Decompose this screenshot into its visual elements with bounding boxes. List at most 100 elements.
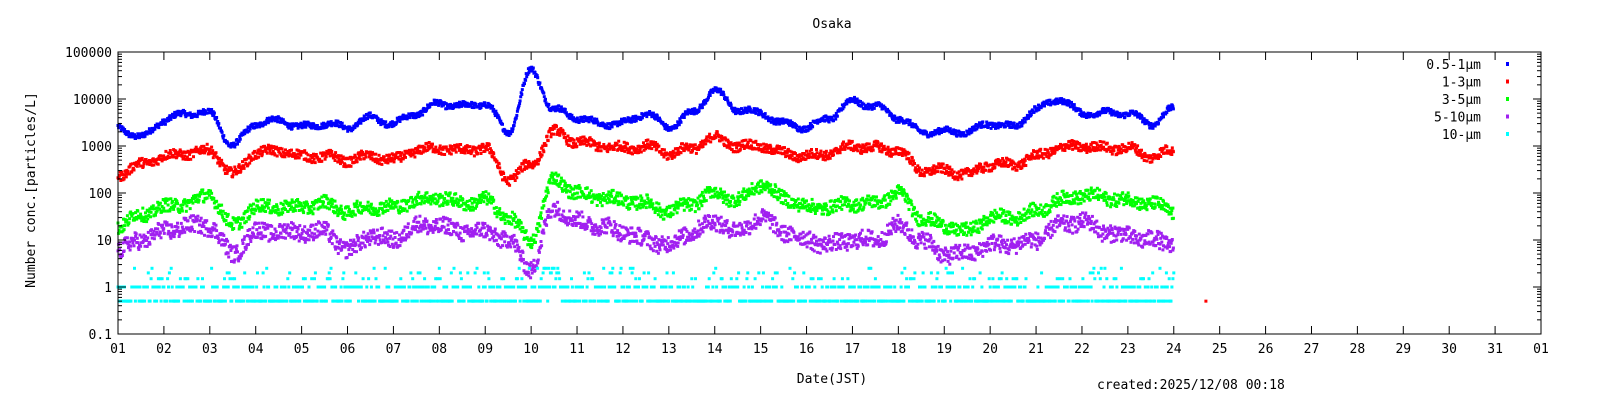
data-point [1134, 150, 1138, 154]
data-point [250, 211, 254, 215]
data-point [138, 157, 141, 161]
data-point [1143, 118, 1147, 122]
data-point [370, 212, 374, 216]
data-point [238, 222, 242, 226]
data-point [540, 88, 544, 92]
data-point [732, 205, 736, 209]
data-point [1098, 144, 1102, 148]
data-point [552, 126, 556, 130]
data-point [1171, 105, 1175, 109]
data-point [461, 198, 465, 201]
data-point [307, 205, 311, 209]
data-point [130, 135, 134, 139]
data-point [725, 202, 729, 206]
data-point [468, 199, 472, 203]
data-point [838, 151, 842, 155]
data-point [718, 195, 721, 199]
data-point [349, 214, 352, 217]
data-point [1164, 151, 1168, 155]
data-point [842, 105, 846, 109]
data-point [1055, 97, 1059, 101]
data-point [1150, 160, 1154, 164]
data-point [667, 213, 671, 216]
data-point [721, 201, 725, 204]
data-point [217, 211, 221, 215]
data-point [590, 115, 594, 119]
data-point [634, 119, 638, 123]
data-point [1029, 113, 1033, 116]
data-point [682, 116, 686, 119]
data-point [482, 200, 486, 204]
data-point [593, 140, 596, 144]
data-point [172, 155, 176, 159]
data-point [922, 132, 926, 136]
data-point [655, 114, 659, 118]
data-point [179, 203, 183, 207]
data-point [676, 204, 680, 208]
data-point [469, 104, 472, 108]
data-point [125, 214, 129, 218]
data-point [517, 104, 521, 108]
data-point [310, 156, 314, 159]
data-point [704, 142, 708, 146]
data-point [157, 126, 161, 130]
data-point [649, 140, 653, 144]
data-point [692, 112, 696, 116]
data-point [759, 143, 763, 147]
data-point [732, 110, 736, 114]
data-point [183, 110, 187, 113]
data-point [932, 164, 936, 168]
data-point [290, 148, 293, 152]
data-point [368, 150, 372, 154]
data-point [539, 155, 543, 159]
data-point [271, 209, 275, 213]
data-point [1102, 107, 1105, 110]
data-point [363, 205, 367, 209]
data-point [666, 214, 670, 218]
data-point [754, 139, 758, 143]
data-point [198, 151, 202, 155]
data-point [201, 108, 205, 112]
data-point [620, 149, 624, 152]
data-point [556, 108, 560, 112]
data-point [629, 197, 633, 201]
data-point [957, 170, 961, 174]
data-point [476, 151, 480, 155]
data-point [1021, 158, 1024, 162]
data-point [258, 206, 262, 210]
data-point [979, 125, 983, 129]
data-point [518, 227, 522, 231]
data-point [650, 142, 654, 146]
data-point [158, 207, 162, 211]
data-point [689, 207, 693, 211]
data-point [957, 175, 961, 179]
data-point [662, 208, 666, 212]
data-point [560, 187, 564, 190]
data-point [445, 107, 449, 111]
data-point [538, 151, 542, 155]
data-point [700, 204, 704, 208]
data-point [251, 122, 255, 126]
data-point [474, 146, 477, 150]
data-point [444, 192, 448, 196]
data-point [1054, 145, 1058, 149]
data-point [740, 194, 744, 197]
series-0 [116, 65, 1175, 149]
data-point [544, 196, 547, 200]
data-point [1031, 155, 1035, 159]
data-point [859, 100, 862, 103]
data-point [383, 158, 387, 162]
data-point [791, 125, 795, 129]
data-point [746, 188, 750, 192]
data-point [1137, 148, 1141, 152]
data-point [669, 152, 673, 156]
data-point [723, 144, 726, 148]
data-point [681, 203, 685, 207]
data-point [156, 162, 160, 166]
data-point [1137, 114, 1141, 118]
data-point [924, 167, 928, 170]
data-point [797, 155, 801, 159]
data-point [125, 133, 129, 137]
data-point [237, 227, 241, 231]
data-point [1088, 149, 1092, 153]
